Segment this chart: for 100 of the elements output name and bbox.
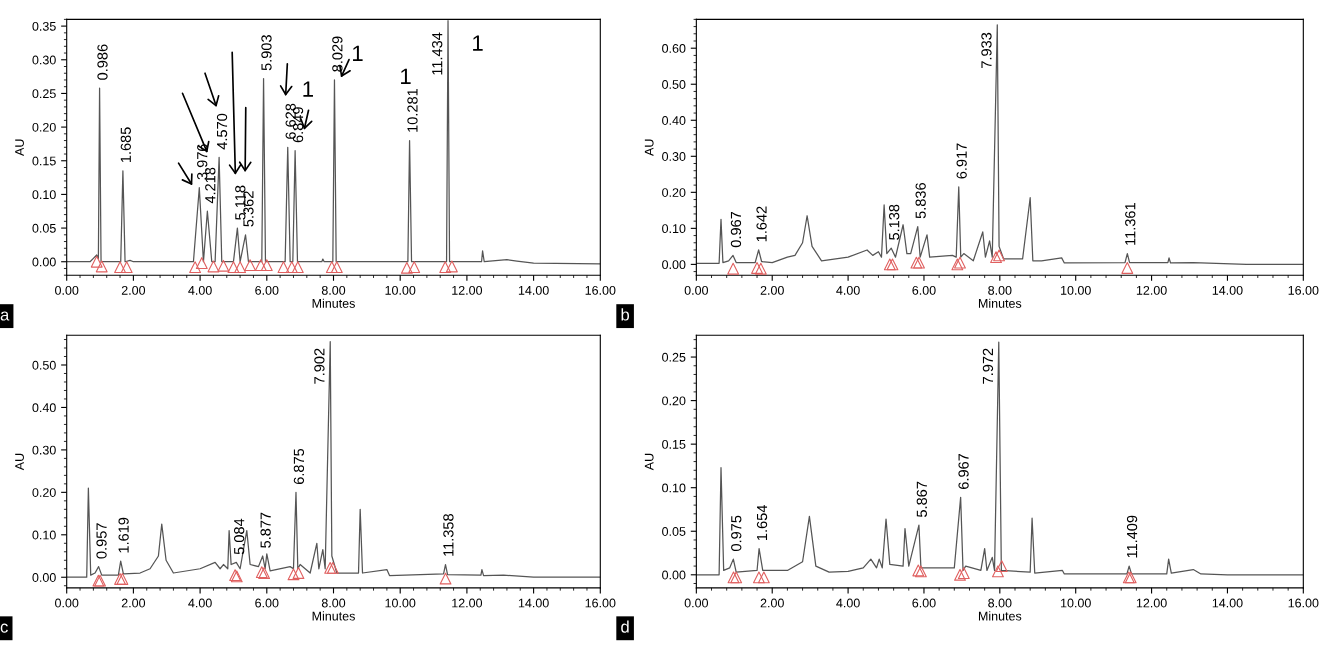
annotation: 5.138 — [889, 204, 900, 240]
text: b — [621, 308, 630, 321]
annotation: 5.867 — [916, 481, 927, 517]
text: a — [0, 311, 10, 321]
x-tick-label: 16.00 — [585, 598, 616, 608]
annotation: 5.877 — [260, 512, 271, 548]
annotation: 6.917 — [956, 143, 967, 179]
y-tick-label: 0.10 — [32, 530, 56, 540]
annotation: 6.967 — [958, 453, 969, 489]
y-tick-label: 0.10 — [662, 483, 686, 493]
annotation: 7.972 — [982, 348, 994, 384]
x-tick-label: 6.00 — [255, 285, 279, 295]
y-axis-title: AU — [644, 453, 654, 471]
point — [439, 572, 452, 585]
y-tick-label: 0.30 — [662, 152, 686, 161]
y-tick-label: 0.30 — [32, 445, 56, 455]
x-tick-label: 10.00 — [1061, 285, 1091, 295]
annotation: 1.619 — [118, 517, 129, 553]
point — [727, 262, 740, 275]
annotation: 11.434 — [432, 32, 443, 75]
x-axis-title: Minutes — [312, 298, 355, 308]
y-tick-label: 0.00 — [32, 573, 56, 582]
annotation: 11.361 — [1125, 203, 1136, 245]
x-axis-title: Minutes — [978, 611, 1022, 621]
x-tick-label: 14.00 — [518, 598, 549, 608]
y-tick-label: 0.40 — [32, 403, 56, 413]
annotation: 1 — [401, 68, 411, 84]
annotation: 0.957 — [96, 523, 107, 559]
annotation: 1 — [303, 81, 313, 97]
y-tick-label: 0.15 — [32, 156, 56, 166]
annotation: 10.281 — [407, 88, 418, 132]
x-tick-label: 2.00 — [760, 285, 784, 295]
point — [1121, 262, 1134, 274]
annotation: 1.685 — [120, 127, 131, 163]
annotation: 1 — [353, 45, 363, 61]
y-axis-title: AU — [15, 453, 24, 471]
x-tick-label: 16.00 — [585, 285, 616, 295]
x-tick-label: 8.00 — [988, 285, 1012, 295]
y-axis-title: AU — [15, 139, 24, 156]
point — [990, 251, 1002, 264]
y-tick-label: 0.15 — [662, 439, 686, 449]
y-tick-label: 0.25 — [32, 89, 56, 99]
x-tick-label: 0.00 — [684, 285, 709, 295]
x-tick-label: 0.00 — [55, 285, 79, 295]
annotation: 6.875 — [293, 448, 305, 485]
y-axis-title: AU — [644, 139, 654, 156]
x-tick-label: 4.00 — [188, 285, 212, 295]
x-tick-label: 0.00 — [55, 598, 79, 608]
point — [292, 567, 305, 579]
x-tick-label: 10.00 — [1061, 598, 1091, 608]
x-tick-label: 2.00 — [760, 598, 784, 608]
x-tick-label: 14.00 — [1212, 285, 1243, 295]
annotation: 5.836 — [915, 183, 926, 219]
x-tick-label: 16.00 — [1288, 285, 1319, 295]
x-tick-label: 12.00 — [452, 598, 483, 608]
annotation: 0.975 — [731, 515, 742, 551]
annotation: 5.903 — [261, 35, 272, 71]
point — [754, 262, 767, 275]
x-tick-label: 2.00 — [121, 598, 146, 608]
point — [287, 568, 300, 581]
y-tick-label: 0.05 — [662, 527, 686, 536]
y-tick-label: 0.00 — [32, 257, 56, 267]
text: d — [621, 620, 629, 633]
annotation: 11.409 — [1126, 515, 1138, 558]
x-tick-label: 4.00 — [836, 598, 860, 608]
point — [995, 560, 1008, 573]
y-tick-label: 0.60 — [662, 44, 686, 53]
y-tick-label: 0.35 — [32, 21, 56, 31]
annotation: 5.084 — [234, 518, 245, 555]
x-tick-label: 10.00 — [385, 285, 416, 295]
y-tick-label: 0.00 — [662, 570, 686, 580]
x-tick-label: 14.00 — [518, 285, 549, 295]
y-tick-label: 0.50 — [662, 80, 686, 89]
x-tick-label: 12.00 — [1136, 598, 1167, 608]
x-tick-label: 4.00 — [188, 598, 212, 608]
x-tick-label: 4.00 — [836, 285, 860, 295]
point — [757, 571, 770, 584]
y-tick-label: 0.50 — [32, 360, 56, 370]
text: c — [0, 623, 8, 633]
x-tick-label: 8.00 — [321, 598, 346, 608]
x-tick-label: 0.00 — [684, 598, 709, 608]
y-tick-label: 0.10 — [662, 224, 686, 234]
annotation: 8.029 — [332, 36, 343, 72]
annotation: 4.570 — [216, 113, 228, 150]
y-tick-label: 0.40 — [662, 116, 686, 125]
point — [753, 571, 765, 584]
y-tick-label: 0.20 — [32, 122, 56, 132]
annotation: 0.986 — [97, 44, 108, 80]
annotation: 1.642 — [756, 206, 767, 242]
annotation: 11.358 — [443, 514, 454, 556]
point — [954, 568, 966, 581]
y-tick-label: 0.25 — [662, 352, 686, 362]
x-tick-label: 12.00 — [452, 285, 483, 295]
x-tick-label: 16.00 — [1288, 598, 1319, 608]
x-tick-label: 8.00 — [321, 285, 346, 295]
x-tick-label: 8.00 — [988, 598, 1012, 608]
y-tick-label: 0.10 — [32, 190, 56, 200]
x-tick-label: 10.00 — [385, 598, 416, 608]
annotation: 7.933 — [981, 32, 992, 68]
point — [751, 262, 763, 274]
